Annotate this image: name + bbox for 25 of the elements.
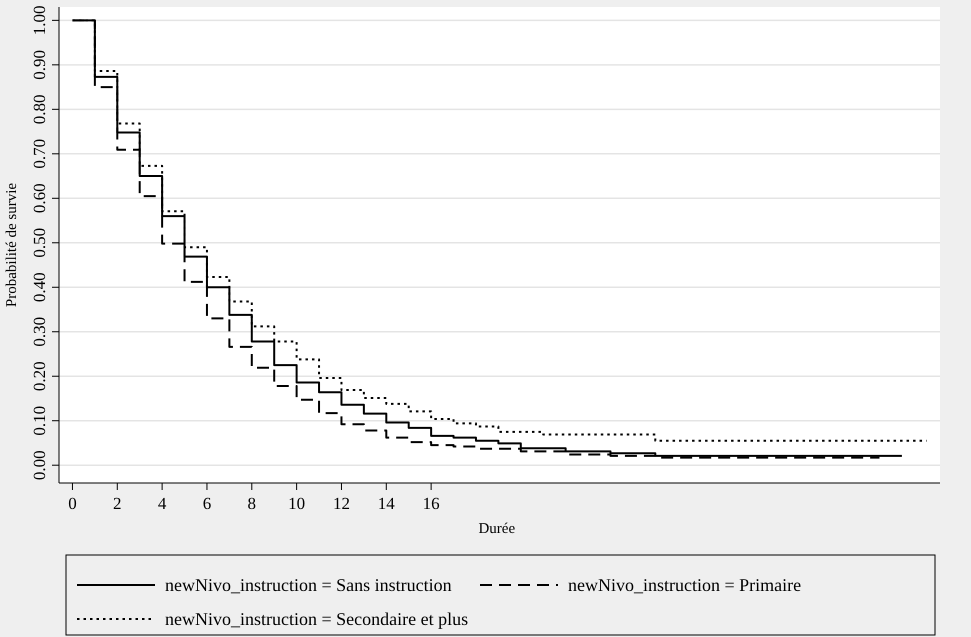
y-tick-label: 0.90 — [30, 50, 49, 80]
y-tick-label: 0.20 — [30, 361, 49, 392]
y-tick-label: 0.70 — [30, 138, 49, 169]
y-tick-label: 0.40 — [30, 272, 49, 302]
x-tick-label: 4 — [158, 494, 167, 513]
x-tick-label: 8 — [248, 494, 256, 513]
y-tick-label: 0.80 — [30, 94, 49, 124]
legend-label: newNivo_instruction = Primaire — [568, 575, 802, 595]
x-tick-label: 6 — [202, 494, 212, 513]
y-tick-label: 1.00 — [30, 5, 49, 36]
x-tick-label: 14 — [378, 494, 396, 513]
x-tick-label: 2 — [113, 494, 122, 513]
x-tick-label: 16 — [422, 494, 440, 513]
x-tick-label: 12 — [332, 494, 350, 513]
legend-label: newNivo_instruction = Sans instruction — [165, 575, 452, 595]
y-tick-label: 0.60 — [30, 183, 49, 214]
y-tick-label: 0.30 — [30, 316, 49, 347]
x-tick-label: 10 — [288, 494, 306, 513]
y-tick-label: 0.00 — [30, 450, 49, 480]
y-axis-title: Probabilité de survie — [4, 182, 20, 308]
y-tick-label: 0.50 — [30, 228, 49, 258]
y-tick-label: 0.10 — [30, 406, 49, 436]
x-tick-label: 0 — [68, 494, 77, 513]
x-axis-title: Durée — [478, 521, 516, 537]
legend-label: newNivo_instruction = Secondaire et plus — [165, 609, 468, 629]
